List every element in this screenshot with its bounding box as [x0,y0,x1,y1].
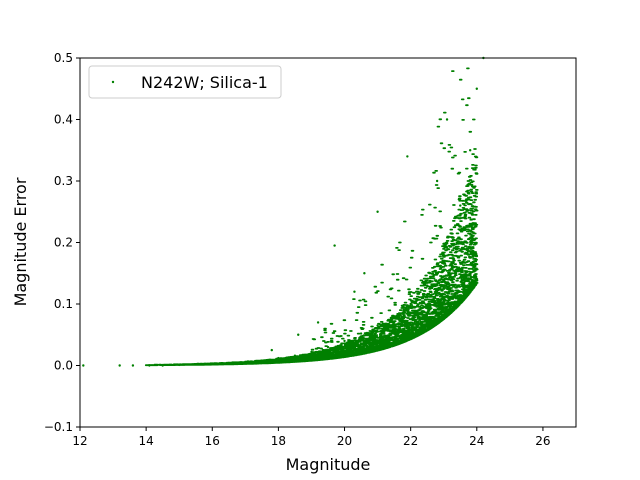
y-axis: −0.1 0.0 0.1 0.2 0.3 0.4 0.5 [44,51,80,434]
x-tick-label: 20 [337,434,352,448]
data-point [475,87,478,90]
scatter-points [82,56,485,367]
y-tick-label: 0.2 [54,236,73,250]
data-point [468,149,472,152]
x-axis: 12 14 16 18 20 22 24 26 [72,427,551,448]
data-point [406,155,409,158]
data-point [343,339,346,343]
data-point [359,332,363,335]
x-tick-label: 24 [469,434,484,448]
data-point [435,179,439,183]
data-point [82,364,85,367]
legend: N242W; Silica-1 [88,65,282,99]
data-point [459,204,462,207]
point-cloud [144,67,479,367]
legend-label: N242W; Silica-1 [141,73,268,92]
x-axis-label: Magnitude [286,455,371,474]
y-tick-label: 0.5 [54,51,73,65]
data-point [297,333,300,336]
x-tick-label: 18 [271,434,286,448]
y-tick-label: 0.4 [54,113,73,127]
legend-box [88,65,282,99]
x-tick-label: 26 [535,434,550,448]
x-tick-label: 12 [72,434,87,448]
data-point [376,210,379,213]
y-tick-label: 0.0 [54,359,73,373]
data-point [363,272,366,275]
y-tick-label: 0.3 [54,174,73,188]
data-point [118,364,121,367]
y-tick-label: 0.1 [54,297,73,311]
x-tick-label: 16 [205,434,220,448]
x-tick-label: 14 [138,434,153,448]
x-tick-label: 22 [403,434,418,448]
y-tick-label: −0.1 [44,420,73,434]
data-point [270,348,273,352]
data-point [353,290,356,293]
legend-marker [111,80,115,84]
data-point [131,364,135,367]
data-point [445,118,449,121]
data-point [316,321,320,324]
y-axis-label: Magnitude Error [11,177,30,306]
data-point [333,244,336,247]
point-cloud-marks [144,67,479,367]
plot-background [80,58,576,427]
